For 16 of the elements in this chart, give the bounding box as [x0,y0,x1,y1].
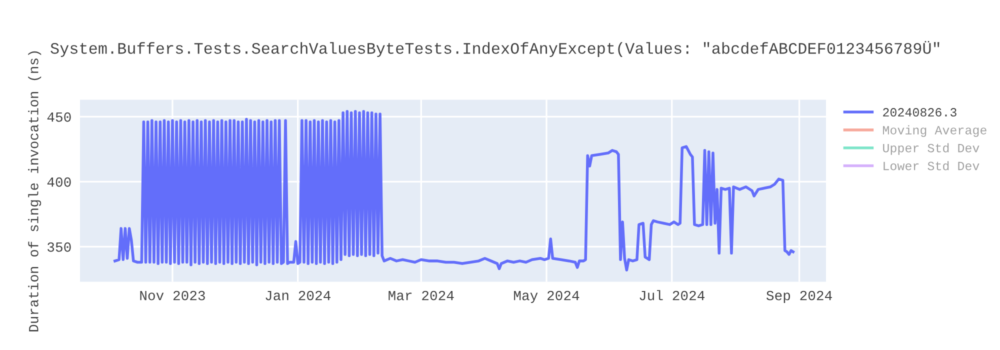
y-tick-label: 350 [48,242,71,252]
x-tick-label: Mar 2024 [388,290,454,300]
x-tick-label: Jan 2024 [266,290,330,300]
legend-label: 20240826.3 [883,108,956,117]
x-tick-label: May 2024 [514,290,580,304]
x-tick-label: Jul 2024 [640,290,704,300]
x-tick-label: Sep 2024 [766,290,832,304]
y-tick-label: 400 [47,177,71,187]
x-tick-label: Nov 2023 [140,290,205,300]
chart-title: System.Buffers.Tests.SearchValuesByteTests.IndexOfAnyExcept(Values: "abcdefABCDEF0123456789Ü" [50,40,940,58]
line-series [114,110,795,272]
legend-label: Upper Std Dev [883,143,980,155]
legend-label: Moving Average [882,125,986,137]
y-tick-label: 450 [47,112,71,122]
legend-label: Lower Std Dev [884,161,980,170]
y-axis-title: Duration of single invocation (ns) [28,51,42,332]
